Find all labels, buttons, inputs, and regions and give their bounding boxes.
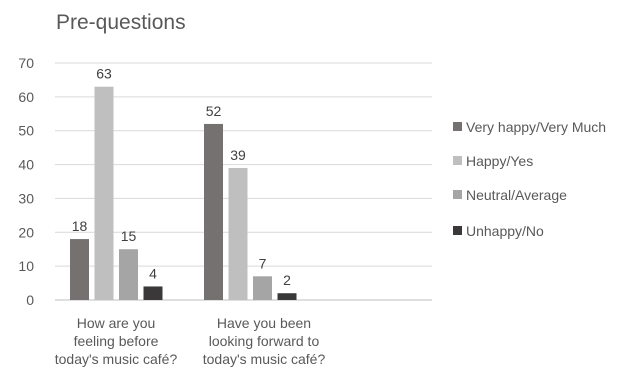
bar [204,123,223,300]
data-label: 18 [72,218,88,234]
data-label: 4 [149,265,157,281]
category-label: today's music café? [55,351,178,367]
category-label: Have you been [217,315,311,331]
y-tick-label: 0 [26,292,34,308]
bar [119,249,138,300]
category-label: today's music café? [203,351,326,367]
legend-label: Very happy/Very Much [466,119,606,135]
bar [228,167,248,300]
y-tick-label: 10 [18,258,34,274]
legend-label: Happy/Yes [466,153,533,169]
y-tick-label: 60 [18,89,34,105]
bar [94,86,114,300]
bars [70,86,297,300]
bar [277,293,297,300]
legend-swatch [453,226,462,235]
y-axis-tick-labels: 0 10 20 30 40 50 60 70 [18,55,34,308]
bar [253,276,272,300]
legend: Very happy/Very Much Happy/Yes Neutral/Ave… [453,119,606,239]
y-tick-label: 70 [18,55,34,71]
category-label: How are you [77,315,156,331]
y-tick-label: 20 [18,224,34,240]
data-label: 7 [259,255,267,271]
bar [143,286,163,300]
y-tick-label: 50 [18,123,34,139]
category-labels: How are you feeling before today's music c… [55,315,326,367]
data-label: 15 [121,228,137,244]
legend-swatch [453,156,462,165]
bar [70,239,89,300]
data-label: 2 [283,272,291,288]
category-label: looking forward to [209,333,320,349]
legend-swatch [453,190,462,199]
y-tick-label: 40 [18,157,34,173]
category-label: feeling before [74,333,159,349]
data-label: 63 [96,66,112,82]
data-labels: 18 52 63 39 15 7 4 2 [72,66,291,289]
chart-title: Pre-questions [56,11,186,34]
legend-swatch [453,122,462,131]
legend-label: Neutral/Average [466,187,567,203]
legend-label: Unhappy/No [466,223,544,239]
data-label: 39 [230,147,246,163]
data-label: 52 [206,103,222,119]
y-tick-label: 30 [18,190,34,206]
